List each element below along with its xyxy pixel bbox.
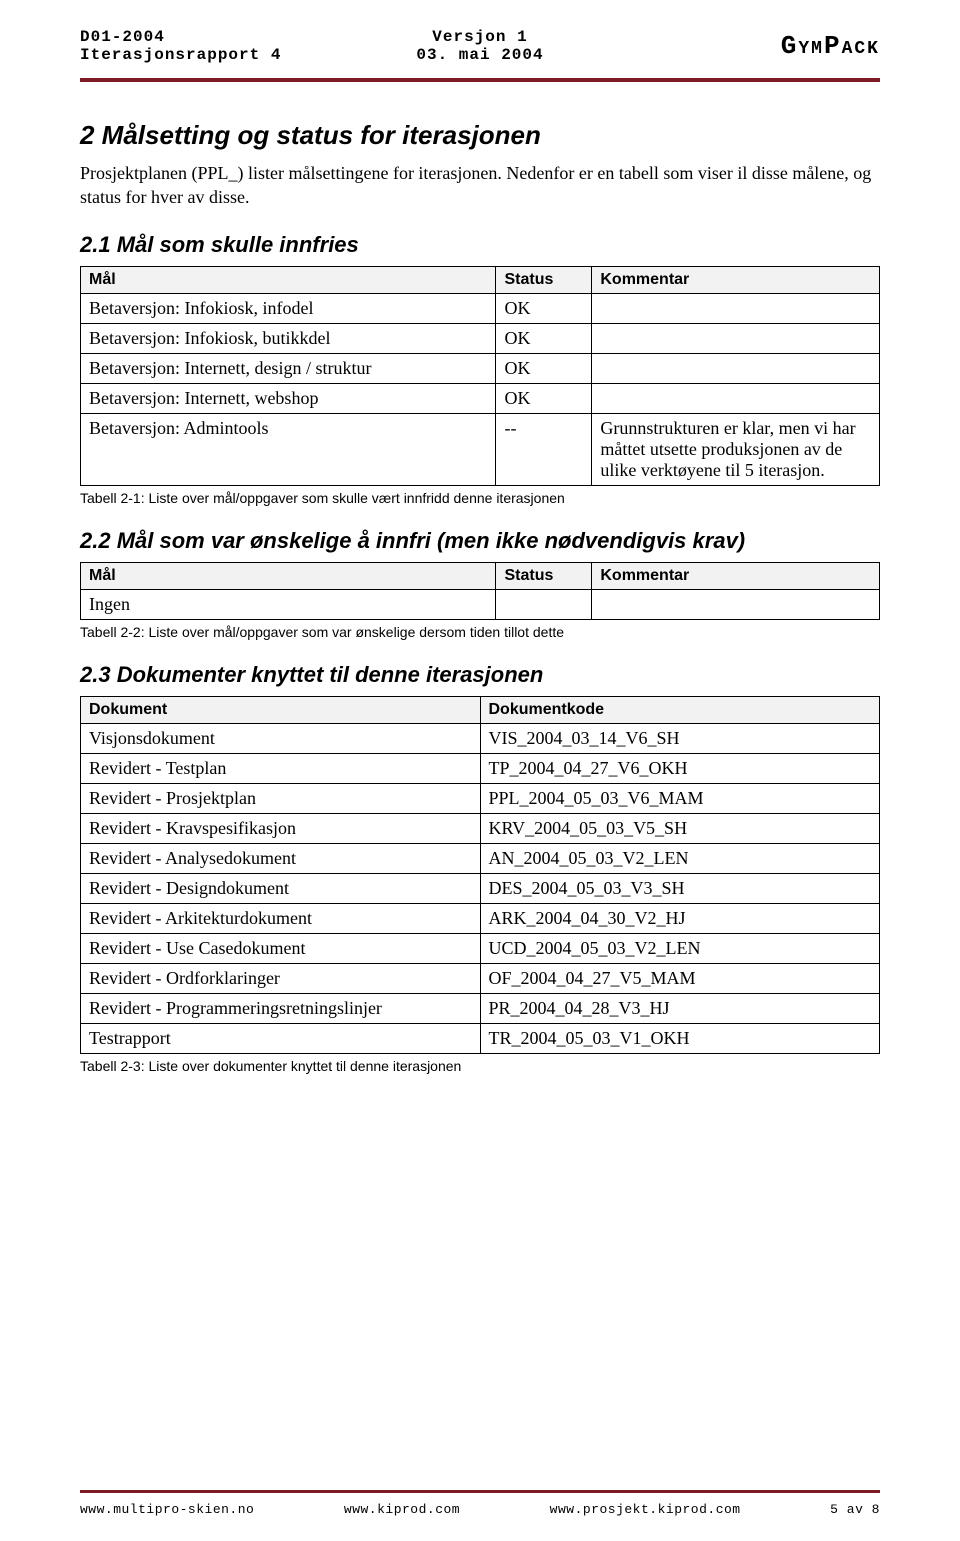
page-number: 5 av 8 [830,1502,880,1517]
header-center: Versjon 1 03. mai 2004 [347,28,614,64]
footer-url-3: www.prosjekt.kiprod.com [550,1502,741,1517]
header-rule [80,78,880,82]
table-cell: Visjonsdokument [81,723,481,753]
table-cell: Revidert - Testplan [81,753,481,783]
doc-id: D01-2004 [80,28,347,46]
table-cell: Revidert - Use Casedokument [81,933,481,963]
table-header-row: Mål Status Kommentar [81,562,880,589]
table-row: Betaversjon: Internett, webshopOK [81,383,880,413]
table-cell: -- [496,413,592,485]
footer-rule [80,1490,880,1493]
report-title: Iterasjonsrapport 4 [80,46,347,64]
page-header: D01-2004 Iterasjonsrapport 4 Versjon 1 0… [80,28,880,64]
table-cell: OF_2004_04_27_V5_MAM [480,963,880,993]
table-cell: VIS_2004_03_14_V6_SH [480,723,880,753]
section-2-title: 2 Målsetting og status for iterasjonen [80,120,880,151]
table-cell: DES_2004_05_03_V3_SH [480,873,880,903]
table-row: Revidert - ArkitekturdokumentARK_2004_04… [81,903,880,933]
table-cell: AN_2004_05_03_V2_LEN [480,843,880,873]
table-cell: Grunnstrukturen er klar, men vi har mått… [592,413,880,485]
table-cell: PPL_2004_05_03_V6_MAM [480,783,880,813]
table-cell: KRV_2004_05_03_V5_SH [480,813,880,843]
table-row: Revidert - KravspesifikasjonKRV_2004_05_… [81,813,880,843]
col-maal: Mål [81,562,496,589]
table-row: Revidert - DesigndokumentDES_2004_05_03_… [81,873,880,903]
col-status: Status [496,562,592,589]
table-cell [496,589,592,619]
col-status: Status [496,266,592,293]
table-cell: ARK_2004_04_30_V2_HJ [480,903,880,933]
section-2-2-title: 2.2 Mål som var ønskelige å innfri (men … [80,528,880,554]
section-2-intro: Prosjektplanen (PPL_) lister målsettinge… [80,161,880,210]
table-cell [592,353,880,383]
table-row: Revidert - ProsjektplanPPL_2004_05_03_V6… [81,783,880,813]
section-2-3-title: 2.3 Dokumenter knyttet til denne iterasj… [80,662,880,688]
table-cell: Revidert - Programmeringsretningslinjer [81,993,481,1023]
table-cell: Revidert - Prosjektplan [81,783,481,813]
table-cell: Betaversjon: Admintools [81,413,496,485]
col-dokumentkode: Dokumentkode [480,696,880,723]
table-row: Revidert - AnalysedokumentAN_2004_05_03_… [81,843,880,873]
table-2-2-caption: Tabell 2-2: Liste over mål/oppgaver som … [80,624,880,640]
header-left: D01-2004 Iterasjonsrapport 4 [80,28,347,64]
table-cell: OK [496,353,592,383]
table-cell: Betaversjon: Internett, design / struktu… [81,353,496,383]
table-2-1-caption: Tabell 2-1: Liste over mål/oppgaver som … [80,490,880,506]
table-cell: Revidert - Analysedokument [81,843,481,873]
table-row: TestrapportTR_2004_05_03_V1_OKH [81,1023,880,1053]
table-row: Betaversjon: Admintools--Grunnstrukturen… [81,413,880,485]
table-row: Revidert - ProgrammeringsretningslinjerP… [81,993,880,1023]
footer-url-2: www.kiprod.com [344,1502,460,1517]
table-cell: Revidert - Designdokument [81,873,481,903]
table-cell: PR_2004_04_28_V3_HJ [480,993,880,1023]
table-2-2: Mål Status Kommentar Ingen [80,562,880,620]
table-cell: Betaversjon: Infokiosk, butikkdel [81,323,496,353]
table-row: Ingen [81,589,880,619]
table-cell: Betaversjon: Internett, webshop [81,383,496,413]
col-kommentar: Kommentar [592,266,880,293]
table-row: Betaversjon: Infokiosk, butikkdelOK [81,323,880,353]
col-kommentar: Kommentar [592,562,880,589]
footer-url-1: www.multipro-skien.no [80,1502,254,1517]
table-cell [592,323,880,353]
table-row: Betaversjon: Internett, design / struktu… [81,353,880,383]
brand-logo: GymPack [613,31,880,61]
table-cell [592,293,880,323]
table-cell: OK [496,323,592,353]
table-cell: Testrapport [81,1023,481,1053]
table-cell: TP_2004_04_27_V6_OKH [480,753,880,783]
table-cell [592,589,880,619]
table-row: Revidert - Use CasedokumentUCD_2004_05_0… [81,933,880,963]
table-2-3-caption: Tabell 2-3: Liste over dokumenter knytte… [80,1058,880,1074]
table-row: Revidert - OrdforklaringerOF_2004_04_27_… [81,963,880,993]
table-cell: TR_2004_05_03_V1_OKH [480,1023,880,1053]
table-cell: Revidert - Ordforklaringer [81,963,481,993]
section-2-1-title: 2.1 Mål som skulle innfries [80,232,880,258]
content-body: 2 Målsetting og status for iterasjonen P… [80,120,880,1074]
table-cell: OK [496,293,592,323]
table-cell [592,383,880,413]
table-cell: Revidert - Kravspesifikasjon [81,813,481,843]
doc-date: 03. mai 2004 [347,46,614,64]
version-label: Versjon 1 [347,28,614,46]
table-header-row: Mål Status Kommentar [81,266,880,293]
table-2-3: Dokument Dokumentkode VisjonsdokumentVIS… [80,696,880,1054]
table-cell: Revidert - Arkitekturdokument [81,903,481,933]
table-cell: Betaversjon: Infokiosk, infodel [81,293,496,323]
table-row: Revidert - TestplanTP_2004_04_27_V6_OKH [81,753,880,783]
table-header-row: Dokument Dokumentkode [81,696,880,723]
col-maal: Mål [81,266,496,293]
table-cell: Ingen [81,589,496,619]
table-cell: OK [496,383,592,413]
table-cell: UCD_2004_05_03_V2_LEN [480,933,880,963]
page-footer: www.multipro-skien.no www.kiprod.com www… [80,1502,880,1517]
table-row: Betaversjon: Infokiosk, infodelOK [81,293,880,323]
table-row: VisjonsdokumentVIS_2004_03_14_V6_SH [81,723,880,753]
table-2-1: Mål Status Kommentar Betaversjon: Infoki… [80,266,880,486]
col-dokument: Dokument [81,696,481,723]
